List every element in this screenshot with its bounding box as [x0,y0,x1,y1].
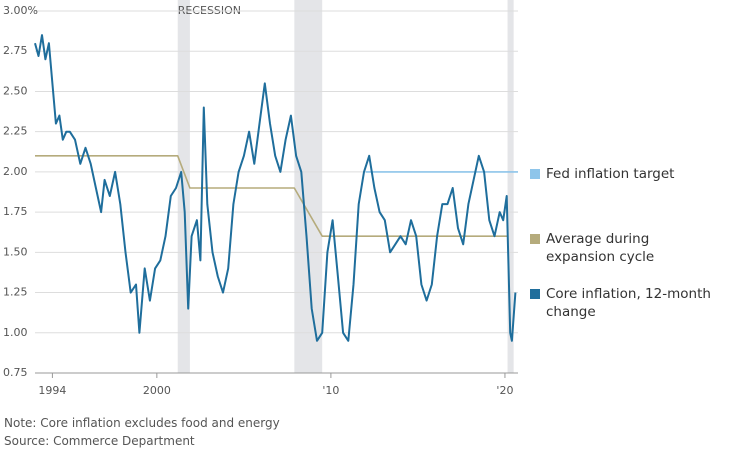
legend-swatch [530,169,540,179]
x-tick-label: '20 [496,384,513,397]
y-tick-label: 2.25 [3,125,28,138]
note: Note: Core inflation excludes food and e… [4,416,280,430]
recession-band [177,0,190,373]
x-tick-label: '10 [322,384,339,397]
y-tick-label: 2.00 [3,165,28,178]
y-tick-label: 2.75 [3,44,28,57]
series-line [35,155,509,237]
y-tick-label: 1.75 [3,205,28,218]
series-line [34,34,517,342]
legend-item: Fed inflation target [530,165,720,183]
source: Source: Commerce Department [4,434,195,448]
legend-swatch [530,289,540,299]
legend-item: Core inflation, 12-month change [530,285,720,321]
x-tick-label: 2000 [143,384,171,397]
y-tick-label: 2.50 [3,84,28,97]
y-tick-label: 1.25 [3,286,28,299]
y-tick-label: 1.50 [3,245,28,258]
legend-label: Core inflation, 12-month change [546,286,711,320]
x-tick-label: 1994 [38,384,66,397]
y-tick-label: 0.75 [3,366,28,379]
y-tick-label: 3.00% [3,4,38,17]
legend-swatch [530,234,540,244]
y-tick-label: 1.00 [3,326,28,339]
recession-band [507,0,514,373]
legend-item: Average during expansion cycle [530,230,720,266]
recession-band [294,0,323,373]
legend-label: Average during expansion cycle [546,231,655,265]
legend-label: Fed inflation target [546,166,675,182]
